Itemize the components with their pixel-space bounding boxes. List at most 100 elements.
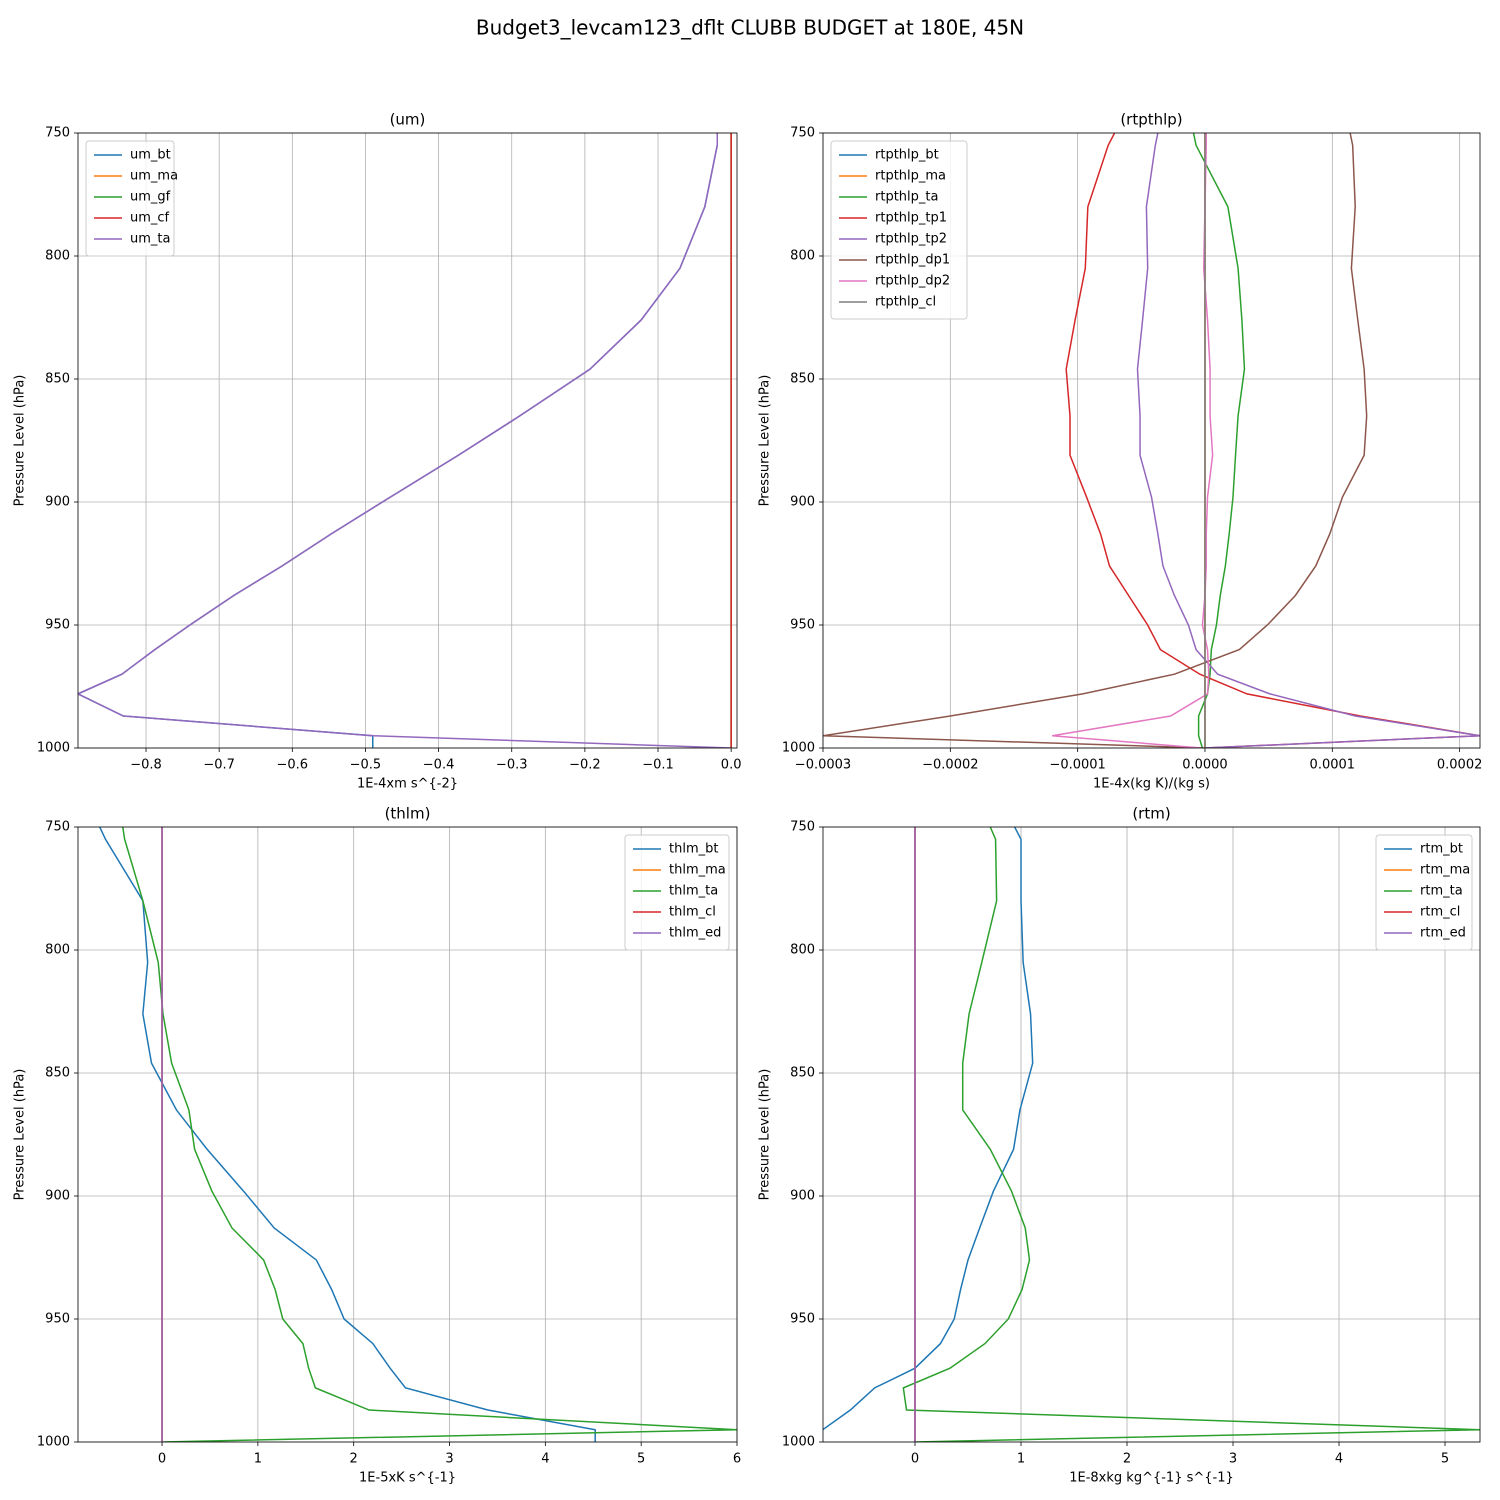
legend: rtpthlp_bt rtpthlp_ma rtpthlp_ta rtpthlp_tp… (830, 140, 968, 320)
plot-area (823, 827, 1480, 1442)
x-tick-label: 6 (733, 1452, 741, 1467)
series-line (823, 133, 1368, 748)
x-tick-label: 2 (1123, 1452, 1131, 1467)
x-tick-label: −0.0001 (1049, 758, 1105, 773)
x-tick-label: 0.0000 (1182, 758, 1228, 773)
y-tick-label: 750 (790, 126, 815, 141)
y-tick-label: 950 (790, 618, 815, 633)
legend: thlm_bt thlm_ma thlm_ta thlm_cl thlm_ed (624, 834, 730, 951)
legend-label: rtpthlp_tp2 (875, 232, 947, 247)
x-tick-label: 4 (541, 1452, 549, 1467)
legend-label: thlm_cl (669, 905, 716, 920)
legend-label: thlm_bt (669, 842, 718, 857)
legend-label: um_gf (130, 190, 171, 205)
y-tick-label: 1000 (782, 741, 815, 756)
x-tick-label: 3 (445, 1452, 453, 1467)
legend-label: thlm_ta (669, 884, 718, 899)
legend-label: rtpthlp_bt (875, 148, 939, 163)
y-tick-label: 1000 (782, 1435, 815, 1450)
subplot: 0 1 2 3 4 5 6 750 800 850 900 950 1000 (thlm) 1E-5xK s… (13, 805, 742, 1486)
legend-box (85, 140, 175, 257)
legend-label: rtpthlp_ma (875, 169, 946, 184)
x-tick-label: −0.8 (130, 758, 162, 773)
x-tick-label: 1 (1017, 1452, 1025, 1467)
y-tick-label: 950 (45, 618, 70, 633)
x-tick-label: −0.3 (496, 758, 528, 773)
x-tick-label: 0.0001 (1310, 758, 1356, 773)
y-axis-label: Pressure Level (hPa) (13, 375, 28, 507)
x-tick-label: −0.4 (423, 758, 455, 773)
legend-label: rtpthlp_dp2 (875, 274, 950, 289)
legend-label: thlm_ma (669, 863, 726, 878)
y-tick-label: 850 (790, 372, 815, 387)
legend-label: rtm_cl (1420, 905, 1460, 920)
x-axis-label: 1E-8xkg kg^{-1} s^{-1} (1069, 1471, 1234, 1486)
axes-frame (77, 132, 738, 749)
subplot: 0 1 2 3 4 5 750 800 850 900 950 1000 (rtm) 1E-8xkg kg… (758, 805, 1481, 1486)
series-line (1065, 133, 1480, 748)
subplot-title: (um) (390, 111, 426, 129)
legend-label: rtm_ma (1420, 863, 1470, 878)
x-tick-label: 3 (1229, 1452, 1237, 1467)
y-tick-label: 900 (45, 1189, 70, 1204)
subplot-title: (rtm) (1132, 805, 1170, 823)
x-axis-label: 1E-5xK s^{-1} (359, 1471, 456, 1486)
x-tick-label: 0 (158, 1452, 166, 1467)
legend-box (1375, 834, 1473, 951)
axes-frame (77, 826, 738, 1443)
x-tick-label: 1 (254, 1452, 262, 1467)
axes-frame (822, 826, 1481, 1443)
legend-label: rtm_bt (1420, 842, 1463, 857)
series-line (1136, 133, 1480, 748)
y-axis-label: Pressure Level (hPa) (13, 1069, 28, 1201)
legend-label: rtm_ta (1420, 884, 1463, 899)
y-tick-label: 850 (45, 372, 70, 387)
legend-label: um_cf (130, 211, 170, 226)
x-tick-label: 5 (637, 1452, 645, 1467)
y-axis-label: Pressure Level (hPa) (758, 375, 773, 507)
series-group (823, 133, 1480, 748)
subplot-title: (thlm) (385, 805, 431, 823)
y-tick-label: 800 (45, 249, 70, 264)
legend-label: rtpthlp_ta (875, 190, 938, 205)
y-tick-label: 900 (790, 1189, 815, 1204)
y-tick-label: 800 (790, 943, 815, 958)
series-line (902, 827, 1480, 1442)
subplot-title: (rtpthlp) (1120, 111, 1182, 129)
legend-label: um_ma (130, 169, 178, 184)
x-tick-label: 4 (1335, 1452, 1343, 1467)
y-tick-label: 1000 (37, 1435, 70, 1450)
subplot: −0.0003 −0.0002 −0.0001 0.0000 0.0001 0.0002 7… (758, 111, 1483, 792)
y-tick-label: 800 (790, 249, 815, 264)
legend: um_bt um_ma um_gf um_cf um_ta (85, 140, 178, 257)
series-line (823, 827, 1034, 1431)
y-tick-label: 750 (45, 820, 70, 835)
x-tick-label: −0.5 (350, 758, 382, 773)
series-group (99, 827, 737, 1442)
x-tick-label: −0.2 (569, 758, 601, 773)
y-tick-label: 900 (45, 495, 70, 510)
legend-label: um_ta (130, 232, 170, 247)
y-tick-label: 950 (790, 1312, 815, 1327)
y-tick-label: 750 (790, 820, 815, 835)
y-axis-label: Pressure Level (hPa) (758, 1069, 773, 1201)
subplot: −0.8 −0.7 −0.6 −0.5 −0.4 −0.3 −0.2 −0.1 0.0 750 80… (13, 111, 742, 792)
x-tick-label: 0 (911, 1452, 919, 1467)
legend-label: rtm_ed (1420, 926, 1466, 941)
series-line (78, 133, 732, 748)
x-tick-label: 0.0002 (1437, 758, 1483, 773)
legend-box (624, 834, 730, 951)
axes-frame (822, 132, 1481, 749)
x-tick-label: −0.0002 (922, 758, 978, 773)
x-tick-label: 2 (350, 1452, 358, 1467)
x-axis-label: 1E-4x(kg K)/(kg s) (1093, 777, 1210, 792)
x-tick-label: −0.6 (277, 758, 309, 773)
x-axis-label: 1E-4xm s^{-2} (357, 777, 458, 792)
legend-label: rtpthlp_tp1 (875, 211, 947, 226)
series-line (1052, 133, 1214, 748)
series-line (122, 827, 737, 1442)
figure-title: Budget3_levcam123_dflt CLUBB BUDGET at 1… (476, 16, 1024, 40)
x-tick-label: 5 (1441, 1452, 1449, 1467)
y-tick-label: 900 (790, 495, 815, 510)
legend-label: thlm_ed (669, 926, 721, 941)
